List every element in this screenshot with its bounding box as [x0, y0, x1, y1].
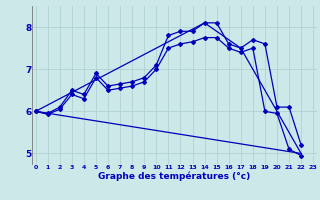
X-axis label: Graphe des températures (°c): Graphe des températures (°c)	[98, 171, 251, 181]
